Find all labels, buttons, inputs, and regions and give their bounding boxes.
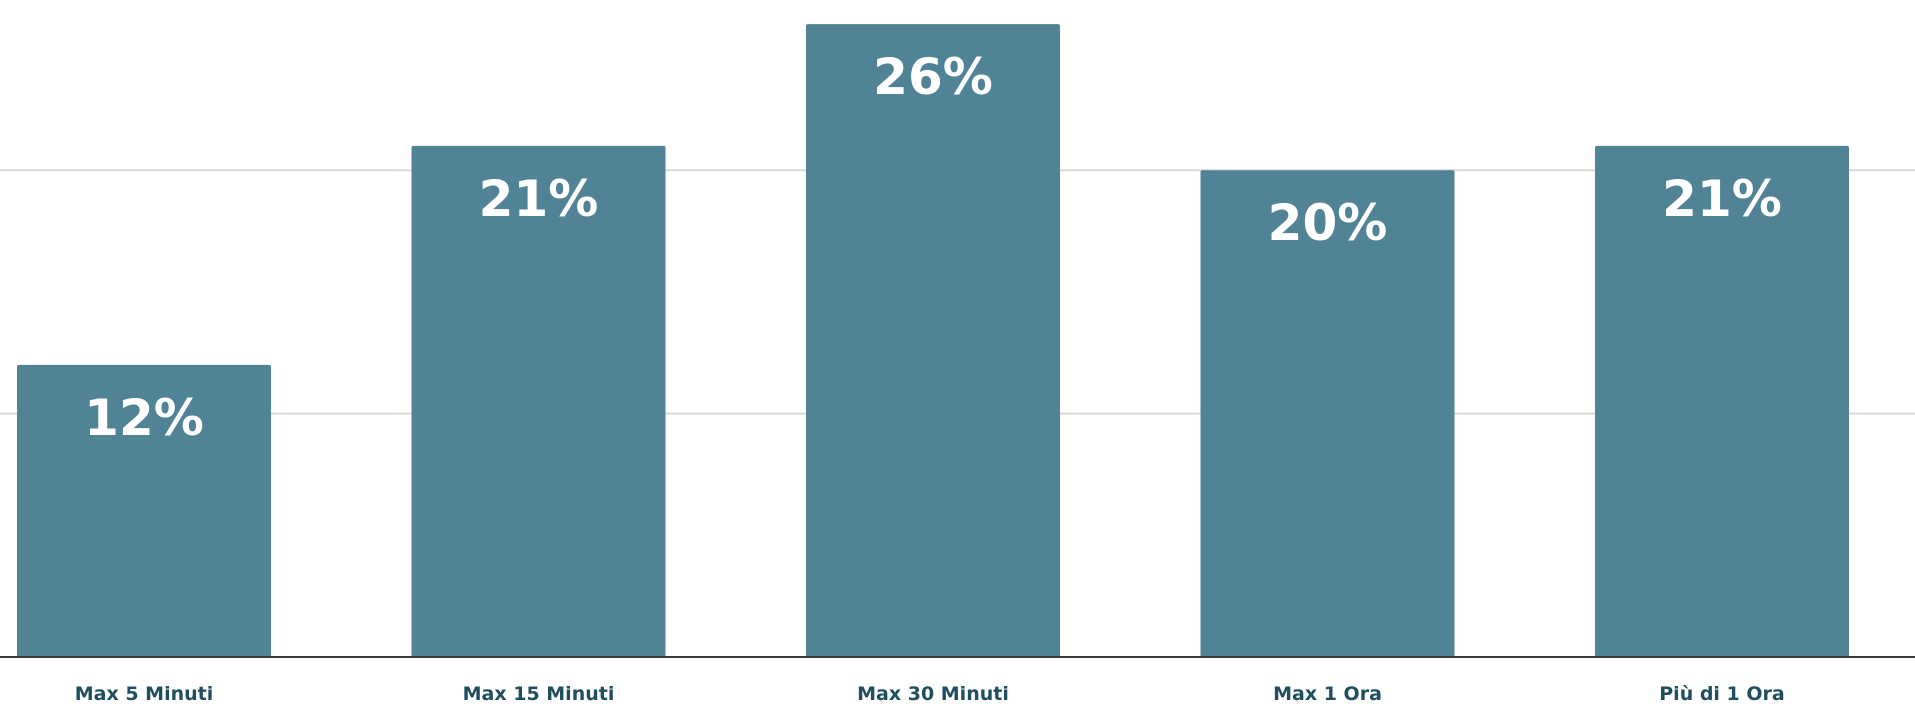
bar-value-label: 21% [1662, 170, 1782, 228]
category-label: Max 1 Ora [1273, 683, 1382, 704]
bar [411, 145, 666, 657]
category-label: Più di 1 Ora [1659, 683, 1785, 704]
category-label: Max 15 Minuti [463, 683, 615, 704]
bar-value-label: 21% [479, 170, 599, 228]
bar-value-label: 26% [873, 48, 993, 106]
bar-value-label: 12% [84, 389, 204, 447]
bars [17, 24, 1849, 658]
bar [1200, 170, 1455, 657]
bar-value-label: 20% [1268, 194, 1388, 252]
category-label: Max 5 Minuti [75, 683, 214, 704]
value-labels: 12% 21% 26% 20% 21% [84, 48, 1782, 447]
bar [806, 24, 1060, 658]
bar [1595, 145, 1849, 657]
bar [17, 364, 271, 657]
category-labels: Max 5 Minuti Max 15 Minuti Max 30 Minuti Ma… [75, 683, 1785, 704]
category-label: Max 30 Minuti [857, 683, 1009, 704]
